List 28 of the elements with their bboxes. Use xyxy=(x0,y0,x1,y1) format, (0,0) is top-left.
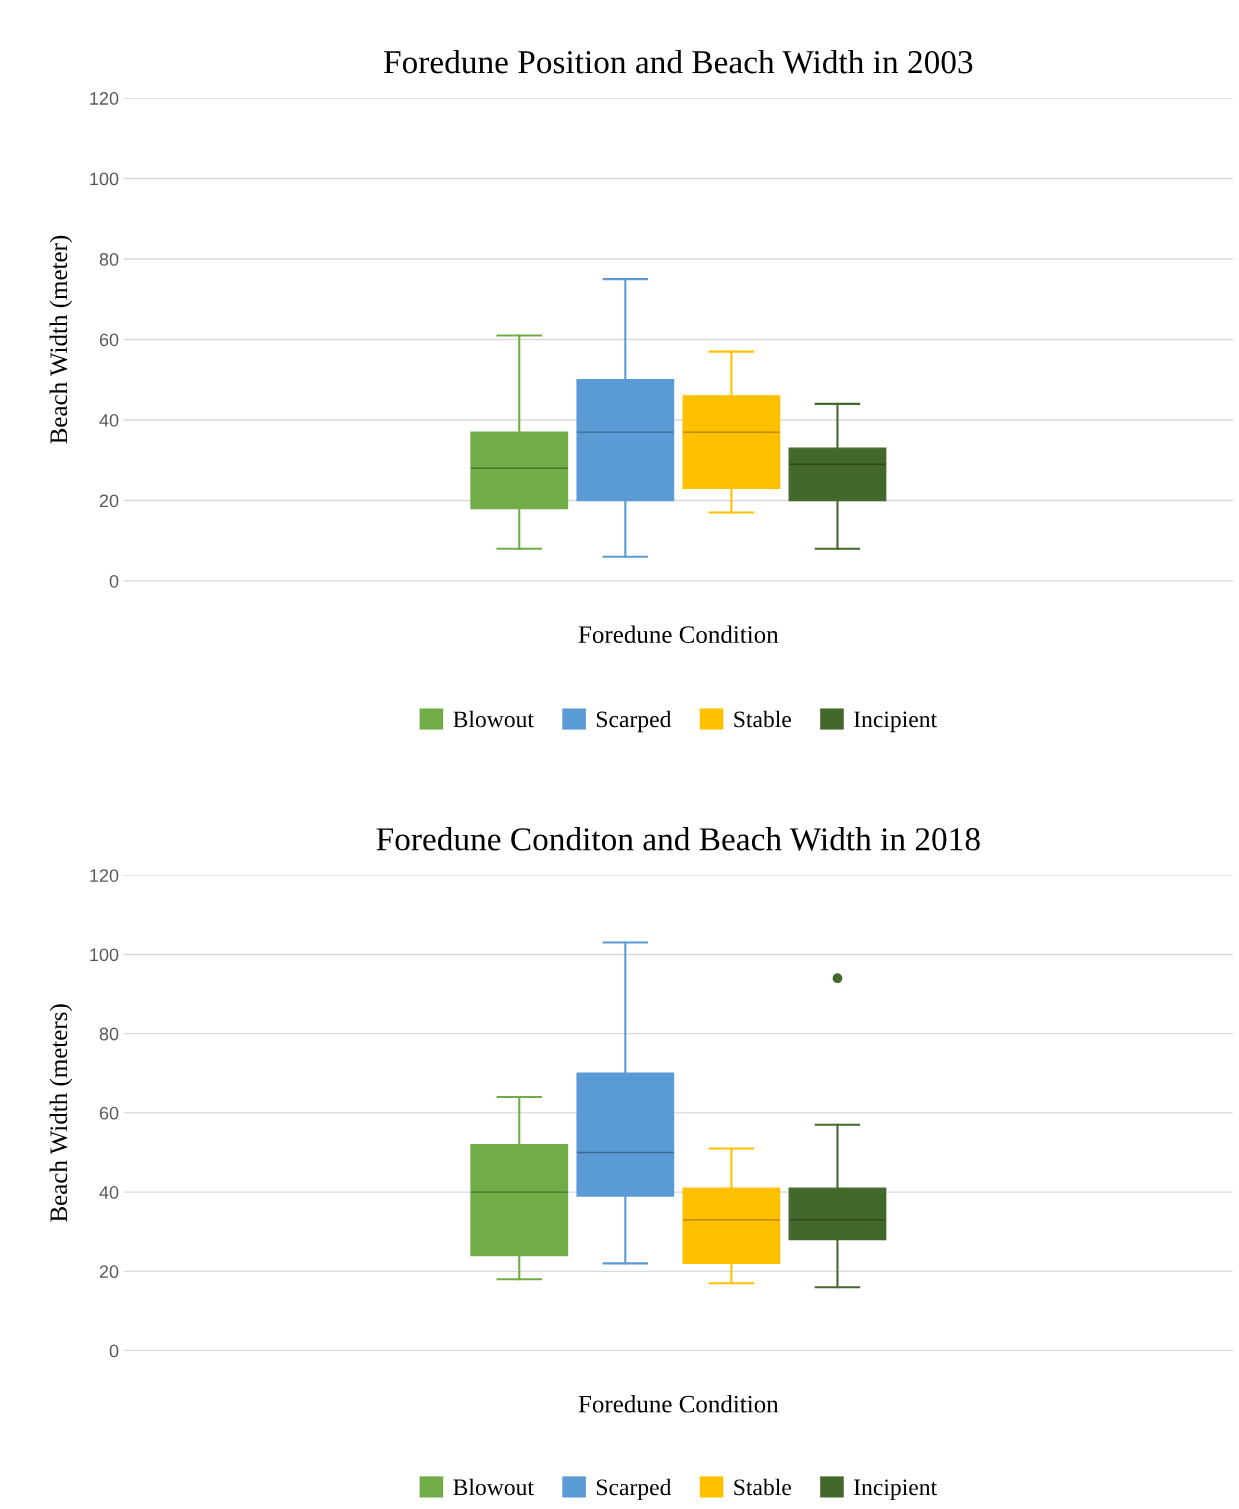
legend-label: Blowout xyxy=(453,710,534,728)
y-axis-title: Beach Width (meter) xyxy=(49,235,73,444)
y-tick-label: 0 xyxy=(109,574,119,588)
y-tick-label: 20 xyxy=(99,1265,119,1279)
y-tick-label: 20 xyxy=(99,494,119,508)
y-tick-label: 80 xyxy=(99,252,119,266)
y-tick-label: 40 xyxy=(99,413,119,427)
y-tick-label: 40 xyxy=(99,1186,119,1199)
legend-label: Incipient xyxy=(854,711,937,733)
chart-title: Foredune Position and Beach Width in 2003 xyxy=(384,49,973,74)
legend-label: Stable xyxy=(734,710,791,728)
y-tick-label: 0 xyxy=(109,1344,119,1358)
legend-label: Scarped xyxy=(596,710,672,733)
legend-label: Scarped xyxy=(596,1478,672,1501)
legend-label: Stable xyxy=(734,1478,791,1496)
x-axis-title: Foredune Condition xyxy=(578,1395,779,1413)
x-axis-title: Foredune Condition xyxy=(578,625,779,643)
y-tick-label: 80 xyxy=(99,1027,119,1041)
y-axis-title: Beach Width (meters) xyxy=(49,1004,73,1222)
y-tick-label: 100 xyxy=(90,172,119,186)
y-tick-label: 100 xyxy=(90,948,119,962)
y-tick-label: 60 xyxy=(99,333,119,347)
y-tick-label: 120 xyxy=(90,869,119,882)
y-tick-label: 60 xyxy=(99,1106,119,1120)
chart-title: Foredune Conditon and Beach Width in 2018 xyxy=(376,827,980,851)
legend-label: Blowout xyxy=(453,1478,534,1496)
y-tick-label: 120 xyxy=(90,92,119,105)
legend-label: Incipient xyxy=(854,1479,937,1501)
